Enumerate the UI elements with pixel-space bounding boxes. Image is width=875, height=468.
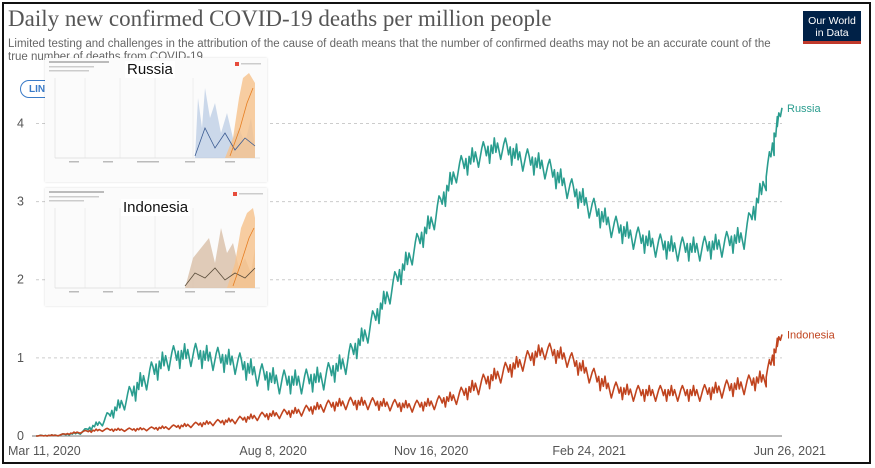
grid bbox=[36, 122, 782, 359]
indonesia-inset-graphic bbox=[45, 188, 267, 306]
x-axis: Mar 11, 2020 Aug 8, 2020 Nov 16, 2020 Feb 2… bbox=[8, 444, 826, 458]
chart-title: Daily new confirmed COVID-19 deaths per … bbox=[8, 6, 552, 31]
y-tick-label: 4 bbox=[17, 116, 24, 130]
y-tick-label: 0 bbox=[17, 429, 24, 443]
y-tick-label: 2 bbox=[17, 273, 24, 287]
indonesia-inset-image: Indonesia bbox=[45, 188, 267, 306]
x-tick-label: Feb 24, 2021 bbox=[552, 444, 626, 458]
x-tick-label: Mar 11, 2020 bbox=[8, 444, 81, 458]
y-tick-label: 3 bbox=[17, 195, 24, 209]
russia-inset-graphic bbox=[45, 58, 267, 182]
russia-inset-image: Russia bbox=[45, 58, 267, 182]
russia-inset-label: Russia bbox=[125, 61, 175, 78]
series-group bbox=[36, 107, 783, 437]
x-tick-label: Jun 26, 2021 bbox=[754, 444, 826, 458]
logo-line-2: in Data bbox=[815, 27, 849, 39]
series-labels: Russia Indonesia bbox=[787, 103, 836, 342]
y-tick-label: 1 bbox=[17, 351, 24, 365]
series-label-indonesia: Indonesia bbox=[787, 329, 836, 341]
x-tick-label: Nov 16, 2020 bbox=[394, 444, 468, 458]
logo-line-1: Our World bbox=[808, 15, 856, 27]
series-line-russia bbox=[36, 107, 783, 437]
y-axis: 0 1 2 3 4 bbox=[17, 116, 24, 443]
series-line-indonesia bbox=[36, 334, 783, 437]
x-tick-label: Aug 8, 2020 bbox=[239, 444, 306, 458]
indonesia-inset-label: Indonesia bbox=[121, 199, 191, 216]
series-label-russia: Russia bbox=[787, 103, 822, 115]
owid-logo[interactable]: Our World in Data bbox=[803, 11, 861, 44]
